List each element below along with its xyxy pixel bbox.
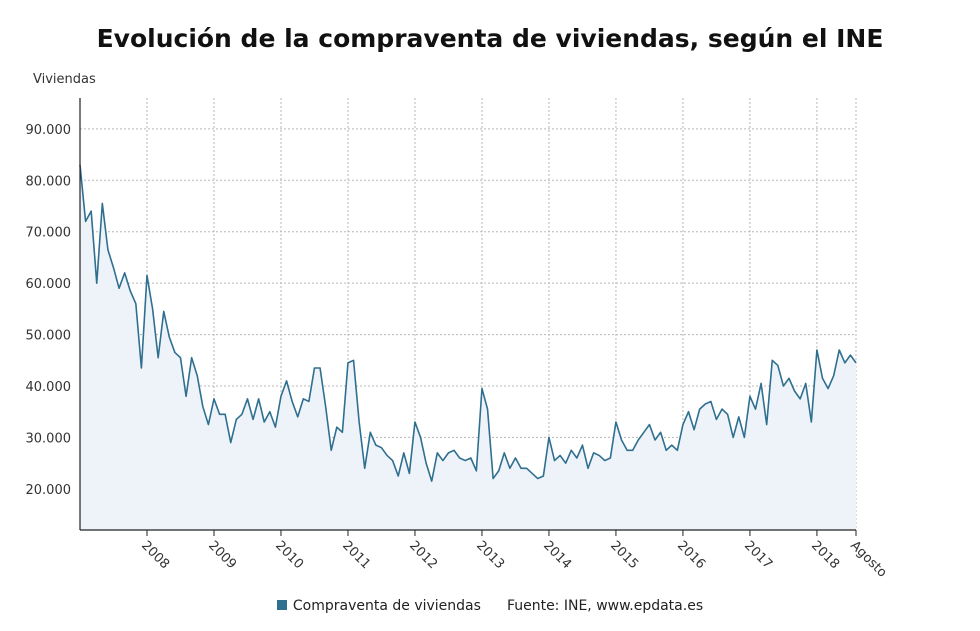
axes <box>79 98 857 536</box>
legend-swatch <box>276 600 287 610</box>
x-tick-label: Agosto <box>847 538 889 580</box>
y-tick-labels: 20.000 30.000 40.000 50.000 60.000 70.000 80.0… <box>26 123 72 498</box>
area-layer <box>79 164 857 531</box>
chart-title: Evolución de la compraventa de viviendas… <box>96 24 884 53</box>
legend-label: Compraventa de viviendas <box>292 598 481 614</box>
x-tick-label: 2010 <box>272 538 306 572</box>
series-area <box>80 164 856 531</box>
y-axis-label: Viviendas <box>33 72 96 87</box>
x-tick-label: 2015 <box>607 538 641 572</box>
y-tick-label: 80.000 <box>26 174 72 189</box>
series-line <box>79 164 857 482</box>
x-tick-label: 2012 <box>406 538 440 572</box>
y-tick-label: 40.000 <box>26 380 72 395</box>
x-tick-label: 2017 <box>741 538 775 572</box>
x-tick-label: 2013 <box>473 538 507 572</box>
y-tick-label: 30.000 <box>26 431 72 446</box>
y-tick-label: 90.000 <box>26 123 72 138</box>
y-tick-label: 60.000 <box>26 277 72 292</box>
legend: Compraventa de viviendas Fuente: INE, www… <box>0 598 980 614</box>
y-tick-label: 20.000 <box>26 483 72 498</box>
x-tick-label: 2016 <box>674 538 708 572</box>
x-tick-label: 2009 <box>205 538 239 572</box>
y-tick-label: 50.000 <box>26 329 72 344</box>
source-note: Fuente: INE, www.epdata.es <box>506 598 704 614</box>
x-tick-label: 2011 <box>339 538 373 572</box>
x-tick-label: 2018 <box>808 538 842 572</box>
x-tick-label: 2008 <box>138 538 172 572</box>
x-tick-label: 2014 <box>540 538 574 572</box>
y-tick-label: 70.000 <box>26 226 72 241</box>
x-tick-labels: 2008 2009 2010 2011 2012 2013 2014 2015 2016 2017… <box>138 538 889 580</box>
